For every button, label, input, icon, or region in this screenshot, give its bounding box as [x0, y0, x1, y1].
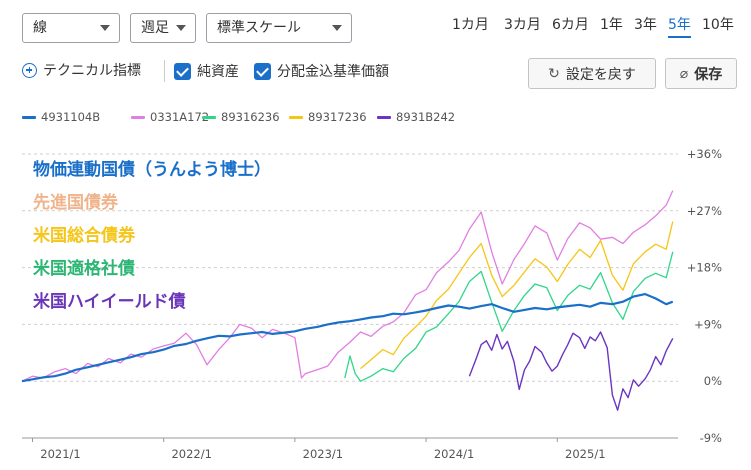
reset-label: 設定を戻す	[565, 66, 636, 83]
legend-label: 0331A172	[150, 110, 210, 124]
technical-label: テクニカル指標	[43, 63, 141, 79]
series-line-4931104B	[21, 293, 674, 383]
legend-item: 89316236	[202, 110, 280, 124]
net-assets-checkbox[interactable]: 純資産	[174, 61, 239, 81]
legend-swatch	[377, 115, 391, 119]
legend-swatch	[22, 115, 36, 119]
annotation-1: 物価連動国債（うんよう博士）	[33, 160, 271, 180]
chart-style-value: 線	[33, 20, 47, 36]
y-tick-label: +36%	[687, 147, 722, 161]
checkbox-checked-icon	[174, 62, 191, 80]
annotation-5: 米国ハイイールド債	[33, 292, 186, 312]
legend-item: 4931104B	[22, 110, 100, 124]
x-tick-label: 2021/1	[40, 447, 80, 461]
period-6m[interactable]: 6カ月	[552, 17, 589, 33]
y-tick-label: -9%	[700, 431, 722, 445]
series-lines	[21, 190, 674, 411]
paperclip-icon: ⌀	[679, 65, 689, 82]
legend-item: 89317236	[289, 110, 367, 124]
chevron-down-icon	[332, 25, 342, 31]
technical-indicator-button[interactable]: テクニカル指標	[22, 60, 141, 80]
annotation-4: 米国適格社債	[33, 259, 135, 279]
x-axis-ticks: 2021/1 2022/1 2023/1 2024/1 2025/1	[31, 438, 606, 461]
series-line-89316236	[344, 251, 674, 382]
x-tick-label: 2025/1	[565, 447, 605, 461]
x-tick-label: 2023/1	[303, 447, 343, 461]
series-line-0331A172	[21, 190, 674, 382]
legend-swatch	[202, 115, 216, 119]
annotation-2: 先進国債券	[33, 193, 118, 213]
legend-label: 89317236	[308, 110, 367, 124]
divider	[164, 60, 165, 82]
save-label: 保存	[694, 66, 723, 83]
scale-select[interactable]: 標準スケール	[206, 13, 352, 43]
legend-item: 8931B242	[377, 110, 455, 124]
reset-settings-button[interactable]: ↻ 設定を戻す	[528, 58, 656, 89]
y-axis-ticks: +36% +27% +18% +9% 0% -9%	[687, 147, 722, 445]
series-line-8931B242	[468, 331, 674, 411]
period-3y[interactable]: 3年	[634, 17, 657, 33]
chevron-down-icon	[100, 25, 110, 31]
legend-item: 0331A172	[131, 110, 209, 124]
period-10y[interactable]: 10年	[702, 17, 734, 33]
y-tick-label: +9%	[694, 317, 722, 331]
interval-select[interactable]: 週足	[130, 13, 196, 43]
x-tick-label: 2024/1	[434, 447, 474, 461]
period-5y[interactable]: 5年	[668, 14, 691, 38]
x-tick-label: 2022/1	[171, 447, 211, 461]
period-3m[interactable]: 3カ月	[504, 17, 541, 33]
period-1y[interactable]: 1年	[600, 17, 623, 33]
y-tick-label: +18%	[687, 261, 722, 275]
plus-circle-icon	[22, 62, 37, 78]
refresh-icon: ↻	[548, 65, 560, 82]
scale-value: 標準スケール	[217, 20, 301, 36]
series-line-89317236	[360, 221, 674, 370]
annotation-3: 米国総合債券	[33, 226, 135, 246]
net-assets-label: 純資産	[197, 64, 239, 80]
dividend-label: 分配金込基準価額	[277, 64, 389, 80]
chevron-down-icon	[176, 25, 186, 31]
y-tick-label: 0%	[704, 374, 722, 388]
y-tick-label: +27%	[687, 204, 722, 218]
interval-value: 週足	[141, 20, 169, 36]
legend-label: 8931B242	[396, 110, 456, 124]
dividend-checkbox[interactable]: 分配金込基準価額	[254, 61, 389, 81]
legend-swatch	[131, 115, 145, 119]
legend-label: 4931104B	[41, 110, 101, 124]
chart-style-select[interactable]: 線	[22, 13, 120, 43]
period-1m[interactable]: 1カ月	[452, 17, 489, 33]
checkbox-checked-icon	[254, 62, 271, 80]
save-button[interactable]: ⌀ 保存	[665, 58, 737, 89]
legend-label: 89316236	[221, 110, 280, 124]
legend-swatch	[289, 115, 303, 119]
grid-lines	[22, 153, 678, 439]
